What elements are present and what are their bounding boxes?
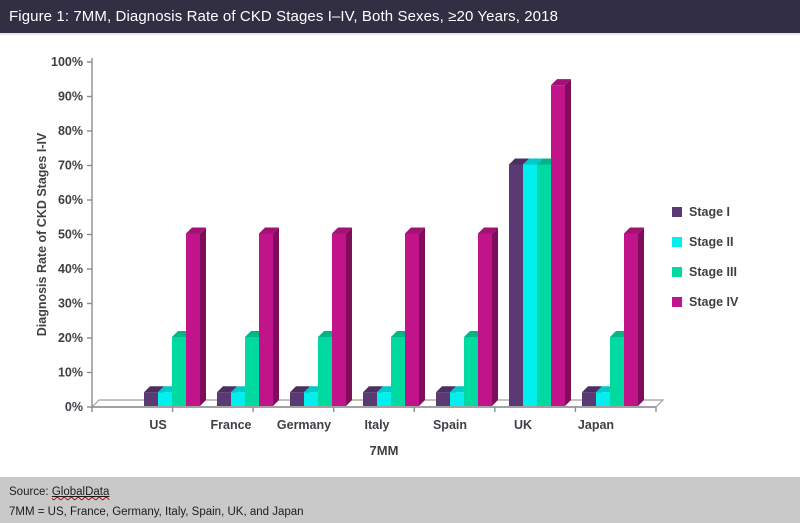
bar-top — [551, 79, 571, 86]
bar-top — [523, 158, 543, 165]
source-link[interactable]: GlobalData — [51, 486, 110, 498]
source-label: Source: — [9, 486, 49, 498]
y-tick-label: 60% — [58, 193, 83, 207]
y-tick-label: 90% — [58, 90, 83, 104]
bar-UK-stage-ii — [523, 164, 537, 406]
bar-US-stage-iv — [186, 233, 200, 406]
bar-side — [565, 79, 571, 407]
bar-top — [363, 386, 383, 393]
bar-Italy-stage-i — [363, 392, 377, 406]
chart-area: 0% 10% 20% 30% 40% 50% 60% 70% 80% 90% 100% Diagnos… — [0, 35, 800, 477]
bar-France-stage-iv — [259, 233, 273, 406]
bar-side — [638, 227, 644, 406]
bar-top — [186, 227, 206, 234]
bar-France-stage-ii — [231, 392, 245, 406]
bar-UK-stage-iii — [537, 164, 551, 406]
bar-Germany-stage-iii — [318, 337, 332, 406]
bar-side — [419, 227, 425, 406]
y-tick-label: 70% — [58, 159, 83, 173]
legend-item: Stage I — [672, 202, 738, 222]
bar-Spain-stage-iv — [478, 233, 492, 406]
legend-marker-icon — [672, 267, 682, 277]
bar-top — [582, 386, 602, 393]
bar-Japan-stage-iv — [624, 233, 638, 406]
bar-side — [492, 227, 498, 406]
source-link-wrap: GlobalData — [52, 486, 110, 498]
x-category-label: UK — [514, 418, 532, 432]
bar-side — [273, 227, 279, 406]
bar-Japan-stage-iii — [610, 337, 624, 406]
x-category-label: Italy — [364, 418, 389, 432]
bar-Germany-stage-i — [290, 392, 304, 406]
bar-Italy-stage-ii — [377, 392, 391, 406]
bar-side — [346, 227, 352, 406]
bar-Italy-stage-iii — [391, 337, 405, 406]
y-tick-label: 50% — [58, 228, 83, 242]
legend-label: Stage I — [689, 205, 730, 219]
legend-item: Stage III — [672, 262, 738, 282]
bar-Spain-stage-ii — [450, 392, 464, 406]
bar-UK-stage-i — [509, 164, 523, 406]
bar-US-stage-iii — [172, 337, 186, 406]
legend-label: Stage IV — [689, 295, 739, 309]
x-axis-title: 7MM — [370, 443, 399, 458]
y-tick-label: 20% — [58, 331, 83, 345]
legend-item: Stage II — [672, 232, 738, 252]
y-axis-title: Diagnosis Rate of CKD Stages I-IV — [35, 132, 49, 336]
bar-France-stage-i — [217, 392, 231, 406]
bar-UK-stage-iv — [551, 85, 565, 407]
y-tick-label: 30% — [58, 297, 83, 311]
x-category-label: Spain — [433, 418, 467, 432]
bar-top — [217, 386, 237, 393]
y-tick-label: 100% — [51, 55, 83, 69]
y-tick-label: 0% — [65, 400, 83, 414]
bar-Spain-stage-i — [436, 392, 450, 406]
bar-top — [436, 386, 456, 393]
abbreviation-note: 7MM = US, France, Germany, Italy, Spain,… — [9, 506, 304, 518]
bar-Spain-stage-iii — [464, 337, 478, 406]
y-tick-label: 80% — [58, 124, 83, 138]
bar-top — [509, 158, 529, 165]
bar-Germany-stage-iv — [332, 233, 346, 406]
bar-top — [259, 227, 279, 234]
bar-top — [624, 227, 644, 234]
source-note-panel: Source: GlobalData 7MM = US, France, Ger… — [0, 477, 800, 523]
chart-legend: Stage I Stage II Stage III Stage IV — [672, 202, 738, 312]
bar-US-stage-i — [144, 392, 158, 406]
bar-Japan-stage-i — [582, 392, 596, 406]
bar-top — [405, 227, 425, 234]
bar-top — [332, 227, 352, 234]
bar-top — [144, 386, 164, 393]
bar-Italy-stage-iv — [405, 233, 419, 406]
bar-France-stage-iii — [245, 337, 259, 406]
x-category-label: France — [211, 418, 252, 432]
bar-top — [290, 386, 310, 393]
x-category-label: Japan — [578, 418, 614, 432]
legend-marker-icon — [672, 297, 682, 307]
legend-item: Stage IV — [672, 292, 738, 312]
bar-top — [478, 227, 498, 234]
bar-US-stage-ii — [158, 392, 172, 406]
source-line: Source: GlobalData — [9, 482, 800, 502]
x-category-label: Germany — [277, 418, 331, 432]
y-tick-label: 40% — [58, 262, 83, 276]
figure-title: Figure 1: 7MM, Diagnosis Rate of CKD Sta… — [0, 0, 800, 35]
y-tick-label: 10% — [58, 366, 83, 380]
x-category-label: US — [149, 418, 166, 432]
bar-chart-3d: 0% 10% 20% 30% 40% 50% 60% 70% 80% 90% 100% Diagnos… — [35, 55, 665, 458]
bar-side — [200, 227, 206, 406]
bar-Japan-stage-ii — [596, 392, 610, 406]
bar-Germany-stage-ii — [304, 392, 318, 406]
legend-label: Stage III — [689, 265, 737, 279]
legend-marker-icon — [672, 207, 682, 217]
legend-label: Stage II — [689, 235, 734, 249]
legend-marker-icon — [672, 237, 682, 247]
